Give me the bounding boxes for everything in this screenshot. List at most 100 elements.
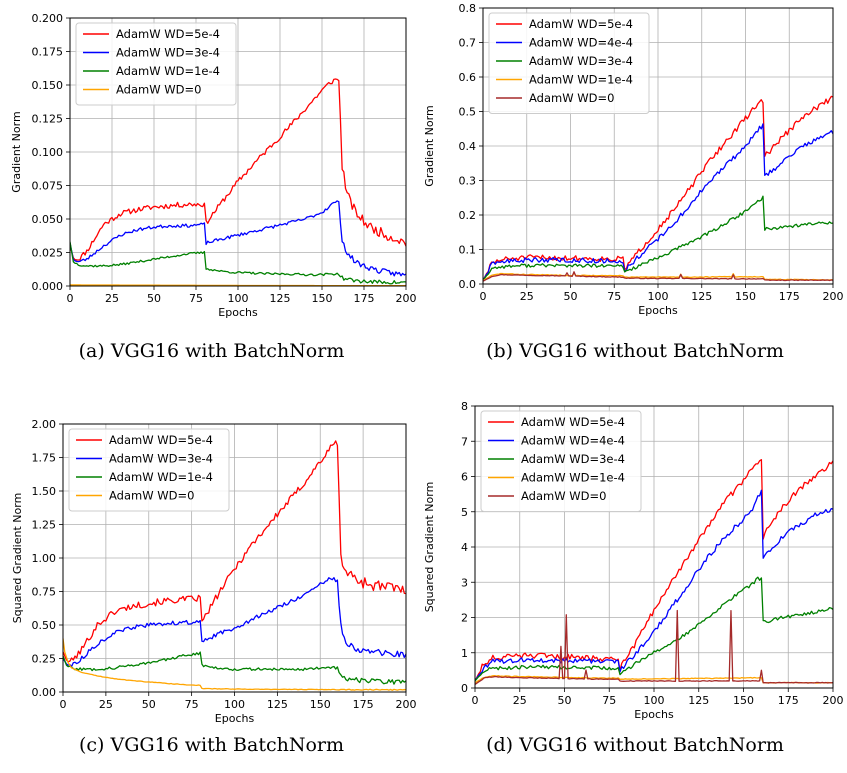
caption-b: (b) VGG16 without BatchNorm: [486, 340, 784, 362]
x-tick-label: 200: [823, 290, 844, 303]
caption-a: (a) VGG16 with BatchNorm: [78, 340, 345, 362]
x-tick-label: 0: [472, 694, 479, 707]
legend-box: [68, 428, 230, 512]
panel-c: 0 25 50 75 100 125 150 175 200 0.00 0.25 0.50 0.75 1.…: [0, 386, 423, 773]
y-tick-label: 0.50: [32, 619, 57, 632]
x-tick-label: 125: [691, 290, 712, 303]
x-tick-label: 200: [823, 694, 844, 707]
legend-label-0: AdamW WD=5e-4: [109, 433, 213, 447]
x-tick-label: 175: [353, 698, 374, 711]
y-axis-label: Squared Gradient Norm: [423, 482, 436, 613]
y-tick-label: 0.3: [459, 175, 477, 188]
y-tick-label: 8: [461, 400, 468, 413]
y-tick-label: 0.100: [32, 146, 64, 159]
legend-label-0: AdamW WD=5e-4: [116, 27, 220, 41]
y-axis-label: Squared Gradient Norm: [11, 493, 24, 624]
chart-d: 0 25 50 75 100 125 150 175 200 0 1 2 3 4 5 6 7 8 Epochs Squ…: [423, 400, 844, 721]
chart-c: 0 25 50 75 100 125 150 175 200 0.00 0.25 0.50 0.75 1.…: [11, 418, 417, 725]
series-line-2: [70, 241, 406, 285]
y-tick-label: 0.200: [32, 12, 64, 25]
y-tick-label: 5: [461, 506, 468, 519]
x-tick-label: 50: [142, 698, 156, 711]
y-tick-label: 0.25: [32, 653, 57, 666]
panel-d: 0 25 50 75 100 125 150 175 200 0 1 2 3 4 5 6 7 8 Epochs Squ…: [423, 386, 847, 773]
series-group: [483, 95, 833, 282]
legend-label-1: AdamW WD=4e-4: [521, 434, 625, 448]
x-tick-label: 100: [224, 698, 245, 711]
y-tick-label: 1.50: [32, 485, 57, 498]
x-tick-label: 175: [779, 290, 800, 303]
panel-a: 0 25 50 75 100 125 150 175 200 0.000 0.025 0.050 0.0…: [0, 0, 423, 386]
series-line-1: [70, 200, 406, 277]
y-tick-label: 6: [461, 471, 468, 484]
x-tick-label: 175: [354, 292, 375, 305]
y-tick-label: 0.000: [32, 280, 64, 293]
series-group: [63, 440, 406, 691]
y-tick-label: 1.00: [32, 552, 57, 565]
y-tick-label: 0.075: [32, 180, 64, 193]
y-tick-label: 0: [461, 682, 468, 695]
series-line-2: [483, 195, 833, 281]
legend: AdamW WD=5e-4 AdamW WD=4e-4 AdamW WD=3e-4 A…: [480, 410, 642, 512]
chart-a: 0 25 50 75 100 125 150 175 200 0.000 0.025 0.050 0.0…: [10, 12, 417, 319]
x-tick-label: 100: [644, 694, 665, 707]
x-tick-label: 150: [312, 292, 333, 305]
x-tick-label: 75: [189, 292, 203, 305]
x-tick-label: 125: [267, 698, 288, 711]
x-tick-label: 25: [513, 694, 527, 707]
x-tick-label: 0: [480, 290, 487, 303]
legend-label-2: AdamW WD=3e-4: [529, 54, 633, 68]
y-axis-label: Gradient Norm: [423, 105, 436, 186]
y-tick-label: 0.1: [459, 244, 477, 257]
legend-label-0: AdamW WD=5e-4: [529, 17, 633, 31]
y-tick-label: 0.8: [459, 2, 477, 15]
legend-label-1: AdamW WD=3e-4: [109, 452, 213, 466]
y-tick-label: 2: [461, 612, 468, 625]
y-tick-label: 1: [461, 647, 468, 660]
legend-box: [488, 12, 650, 114]
legend-label-3: AdamW WD=1e-4: [521, 471, 625, 485]
x-tick-label: 0: [60, 698, 67, 711]
x-tick-label: 75: [602, 694, 616, 707]
series-line-0: [63, 440, 406, 663]
legend: AdamW WD=5e-4 AdamW WD=3e-4 AdamW WD=1e-4 A…: [68, 428, 230, 512]
y-tick-label: 0.050: [32, 213, 64, 226]
legend: AdamW WD=5e-4 AdamW WD=3e-4 AdamW WD=1e-4 A…: [75, 22, 237, 106]
series-line-1: [475, 489, 833, 682]
legend-label-2: AdamW WD=1e-4: [109, 470, 213, 484]
y-axis-label: Gradient Norm: [10, 111, 23, 192]
x-tick-label: 150: [735, 290, 756, 303]
series-line-3: [70, 284, 406, 286]
y-tick-label: 0.150: [32, 79, 64, 92]
legend: AdamW WD=5e-4 AdamW WD=4e-4 AdamW WD=3e-4 A…: [488, 12, 650, 114]
legend-label-3: AdamW WD=0: [116, 83, 201, 97]
x-tick-label: 175: [778, 694, 799, 707]
caption-c: (c) VGG16 with BatchNorm: [78, 734, 345, 756]
x-tick-label: 200: [396, 292, 417, 305]
series-line-0: [475, 459, 833, 682]
x-tick-label: 200: [396, 698, 417, 711]
series-line-0: [483, 95, 833, 281]
y-tick-label: 0.5: [459, 106, 477, 119]
x-tick-label: 125: [270, 292, 291, 305]
x-tick-label: 100: [228, 292, 249, 305]
legend-box: [480, 410, 642, 512]
legend-label-3: AdamW WD=0: [109, 489, 194, 503]
x-axis-label: Epochs: [218, 306, 258, 319]
x-tick-label: 25: [520, 290, 534, 303]
series-line-4: [475, 609, 833, 686]
y-tick-label: 0.125: [32, 113, 64, 126]
y-tick-label: 1.75: [32, 452, 57, 465]
y-tick-label: 0.0: [459, 278, 477, 291]
x-axis-label: Epochs: [634, 708, 674, 721]
x-tick-label: 50: [564, 290, 578, 303]
x-tick-label: 100: [648, 290, 669, 303]
series-line-3: [483, 272, 833, 282]
y-tick-label: 0.025: [32, 247, 64, 260]
y-tick-label: 0.7: [459, 37, 477, 50]
y-tick-label: 0.6: [459, 71, 477, 84]
legend-label-3: AdamW WD=1e-4: [529, 73, 633, 87]
x-tick-label: 150: [310, 698, 331, 711]
x-tick-label: 75: [607, 290, 621, 303]
